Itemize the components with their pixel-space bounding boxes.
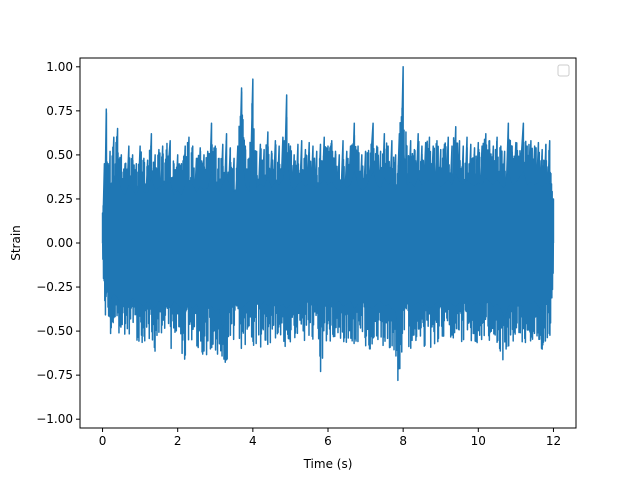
y-tick-label: −0.25: [36, 280, 73, 294]
legend-box: [557, 64, 570, 77]
x-tick-label: 10: [471, 434, 486, 448]
y-tick-label: −0.50: [36, 324, 73, 338]
x-tick-label: 2: [174, 434, 182, 448]
strain-series-core: [102, 137, 554, 343]
y-tick-label: 0.00: [46, 236, 73, 250]
x-tick-label: 8: [399, 434, 407, 448]
y-tick-label: 0.50: [46, 148, 73, 162]
y-tick-label: −1.00: [36, 412, 73, 426]
y-tick-label: 0.25: [46, 192, 73, 206]
y-tick-label: 1.00: [46, 60, 73, 74]
x-tick-label: 12: [546, 434, 561, 448]
x-axis-label: Time (s): [303, 457, 353, 471]
series-layer: [101, 66, 555, 382]
y-tick-label: −0.75: [36, 368, 73, 382]
y-tick-label: 0.75: [46, 104, 73, 118]
x-tick-label: 4: [249, 434, 257, 448]
x-tick-label: 6: [324, 434, 332, 448]
x-tick-label: 0: [99, 434, 107, 448]
y-axis-label: Strain: [9, 225, 23, 261]
y-axis: −1.00 −0.75 −0.50 −0.25 0.00 0.25 0.50 0.75 1.00: [36, 60, 80, 426]
x-axis: 0 2 4 6 8 10 12: [99, 428, 561, 448]
